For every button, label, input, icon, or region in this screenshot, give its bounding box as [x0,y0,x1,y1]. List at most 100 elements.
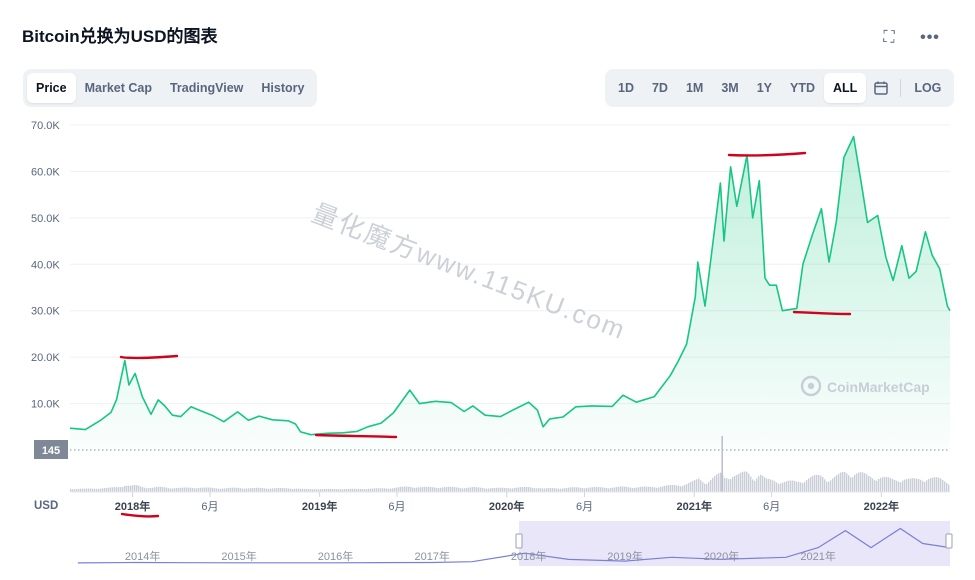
tab-market-cap[interactable]: Market Cap [84,81,152,95]
volume-bar [790,480,792,492]
tab-price[interactable]: Price [27,73,76,103]
volume-bar [164,487,166,492]
volume-bar [88,488,90,492]
volume-bar [394,487,396,492]
volume-bar [826,481,828,492]
volume-bar [372,488,374,492]
volume-bar [276,488,278,492]
range-divider [900,79,902,97]
data-point [946,305,948,307]
volume-bar [668,485,670,492]
range-7d[interactable]: 7D [651,81,668,95]
data-point [409,389,411,391]
page-title: Bitcoin兑换为USD的图表 [22,27,218,46]
navigator-handle-right[interactable] [945,533,953,549]
volume-bar [476,487,478,492]
range-1d[interactable]: 1D [618,81,634,95]
volume-bar [204,487,206,492]
volume-bar [246,488,248,492]
volume-bar [564,488,566,492]
volume-bar [248,488,250,492]
data-point [861,189,863,191]
volume-bar [830,480,832,492]
volume-bar [144,487,146,492]
volume-bar [780,483,782,492]
range-1y[interactable]: 1Y [756,81,773,95]
volume-bar [194,488,196,492]
range-3m[interactable]: 3M [721,81,739,95]
data-point [892,279,894,281]
volume-bar [758,476,760,492]
volume-bar [620,486,622,492]
data-point [781,310,783,312]
data-point [180,415,182,417]
volume-bar [840,472,842,492]
volume-bar [598,487,600,492]
volume-bar [756,478,758,492]
volume-bar [342,489,344,492]
log-toggle[interactable]: LOG [914,81,942,95]
volume-bar [566,487,568,492]
volume-bar [544,488,546,492]
volume-bar [176,488,178,492]
volume-bar [772,480,774,492]
volume-bar [494,487,496,492]
volume-bar [358,488,360,492]
range-1m[interactable]: 1M [685,81,704,95]
volume-bar [524,486,526,492]
volume-bar [424,486,426,492]
volume-bar [324,488,326,492]
volume-bar [186,487,188,492]
navigator-tick-label: 2015年 [221,549,256,563]
volume-bar [370,488,372,492]
y-tick-label: 70.0K [31,120,60,132]
volume-bar [120,487,122,492]
range-navigator[interactable]: 2014年 2015年 2016年 2017年 2018年 2019年 2020年 2021年 [70,521,953,566]
volume-bar [518,487,520,492]
volume-bar [206,487,208,492]
data-point [729,166,731,168]
volume-bar [936,477,938,492]
volume-bar [816,474,818,492]
data-point [356,430,358,432]
volume-bar [688,482,690,492]
data-point [549,418,551,420]
volume-bar [232,487,234,492]
volume-bar [912,478,914,492]
volume-bar [568,487,570,492]
navigator-handle-left[interactable] [515,533,523,549]
x-tick-label: 6月 [576,501,593,513]
volume-bar [416,487,418,492]
navigator-selection[interactable] [519,521,950,566]
expand-icon[interactable]: ⛶ [883,29,895,46]
volume-bar [906,478,908,492]
volume-bar [108,487,110,492]
volume-bar [794,480,796,492]
volume-bar [198,487,200,492]
more-icon[interactable]: ••• [920,29,940,46]
range-ytd[interactable]: YTD [790,81,816,95]
tab-history[interactable]: History [261,81,305,95]
calendar-icon[interactable] [866,73,896,103]
volume-bar [664,485,666,492]
volume-bar [824,479,826,492]
volume-bar [498,487,500,492]
range-all[interactable]: ALL [824,73,867,103]
volume-bar [654,487,656,492]
volume-bar [284,488,286,492]
annotation-stroke [119,354,179,360]
volume-bar [90,488,92,492]
volume-bar [600,487,602,492]
volume-bar [932,477,934,492]
volume-bar [310,489,312,492]
volume-bar [216,488,218,492]
volume-bar [390,488,392,492]
volume-bar [392,488,394,492]
volume-bar [572,487,574,492]
data-point [694,296,696,298]
volume-bar [290,488,292,492]
volume-bar [116,487,118,492]
volume-bar [78,488,80,492]
tab-tradingview[interactable]: TradingView [169,81,244,95]
volume-bar [658,487,660,492]
